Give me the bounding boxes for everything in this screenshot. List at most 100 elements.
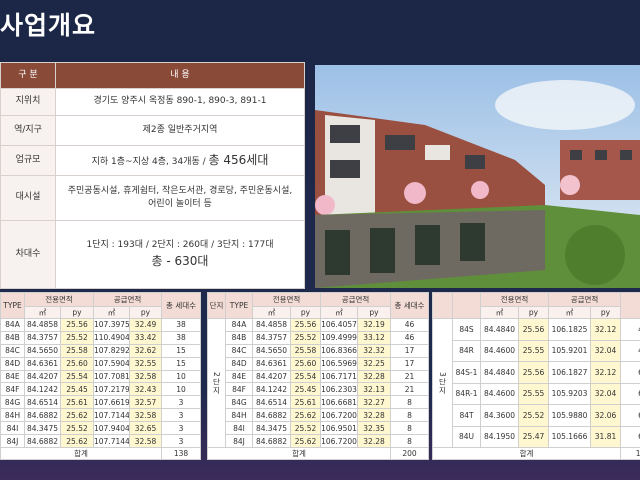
header-cell [432, 292, 453, 319]
data-cell: 106.1827 [548, 361, 592, 384]
data-cell: 84.1242 [24, 382, 61, 397]
header-cell: 공급면적 [548, 292, 622, 307]
data-cell: 84S-1 [452, 361, 481, 384]
data-cell: 84.4600 [480, 382, 519, 405]
data-cell: 46 [390, 330, 430, 345]
data-cell: 15 [161, 343, 202, 358]
data-cell: 32.12 [590, 318, 622, 341]
unit-cell: py [517, 306, 550, 319]
data-cell: 84.6882 [24, 408, 61, 423]
data-cell: 25.56 [517, 318, 550, 341]
data-cell: 6 [620, 361, 640, 384]
data-cell: 84H [225, 408, 253, 423]
data-row: 84E 84.4207 25.54 106.7171 32.28 21 [208, 369, 430, 384]
header-cell: 총 세대수 [161, 292, 202, 319]
data-cell: 84.4840 [480, 318, 519, 341]
data-row: 84J 84.6882 25.62 107.7144 32.58 3 [0, 434, 202, 448]
data-cell: 6 [620, 404, 640, 427]
data-cell: 105.9880 [548, 404, 592, 427]
data-cell: 32.58 [129, 408, 163, 423]
data-cell: 4 [620, 318, 640, 341]
data-cell: 84D [0, 356, 25, 371]
header-cell: 전용면적 [251, 292, 322, 307]
total-label: 합계 [206, 447, 392, 460]
unit-cell: py [129, 306, 163, 319]
row-label: 역/지구 [0, 115, 56, 146]
data-cell: 84.4858 [252, 318, 291, 332]
data-cell: 84E [0, 369, 25, 384]
complex-label: 2단지 [207, 318, 226, 448]
data-cell: 3 [161, 395, 202, 410]
total-label: 합계 [431, 447, 622, 460]
data-cell: 32.13 [357, 382, 392, 397]
data-cell: 38 [161, 330, 202, 345]
data-cell: 84J [0, 434, 25, 448]
data-row: 84H 84.6882 25.62 107.7144 32.58 3 [0, 408, 202, 423]
data-cell: 107.7081 [93, 369, 131, 384]
unit-cell: py [357, 306, 392, 319]
data-cell: 32.55 [129, 356, 163, 371]
data-cell: 32.58 [129, 434, 163, 448]
unit-cell: ㎡ [93, 306, 131, 319]
data-cell: 84B [0, 330, 25, 345]
header-row: 단지 TYPE 전용면적 공급면적 총 세대수 [207, 292, 430, 319]
content-text: 어린이 놀이터 등 [148, 199, 212, 209]
data-cell: 32.25 [357, 356, 392, 371]
content-line: 경기도 양주시 옥정동 890-1, 890-3, 891-1 [59, 95, 301, 109]
data-cell: 25.56 [289, 318, 322, 332]
data-cell: 107.7144 [93, 408, 131, 423]
unit-cell: ㎡ [24, 306, 61, 319]
data-cell: 46 [390, 318, 430, 332]
row-label: 지위치 [0, 88, 56, 116]
data-cell: 6 [620, 425, 640, 448]
data-cell: 32.06 [590, 404, 622, 427]
total-row: 합계11 [431, 447, 640, 460]
data-cell: 109.4999 [320, 330, 359, 345]
unit-row: ㎡ py ㎡ py [208, 306, 429, 319]
row-label: 차대수 [0, 220, 56, 289]
data-row: 84D 84.6361 25.60 106.5969 32.25 17 [208, 356, 430, 371]
data-cell: 107.9404 [93, 421, 131, 436]
data-cell: 32.58 [129, 369, 163, 384]
total-row: 합계 200 [206, 447, 430, 460]
total-value: 138 [161, 447, 202, 460]
data-cell: 25.55 [517, 382, 550, 405]
unit-cell: py [289, 306, 322, 319]
data-cell: 21 [390, 382, 430, 397]
content-text: 경기도 양주시 옥정동 890-1, 890-3, 891-1 [93, 96, 267, 107]
data-cell: 84.1950 [480, 425, 519, 448]
complex-table: TYPE 전용면적 공급면적 총 세대수 ㎡ py ㎡ py 84A 84.4858 25.56 10… [0, 292, 202, 460]
data-row: 84I 84.3475 25.52 106.9501 32.35 8 [208, 421, 430, 436]
data-cell: 32.65 [129, 421, 163, 436]
data-cell: 25.60 [289, 356, 322, 371]
site-photo [315, 65, 640, 288]
data-cell: 84.6361 [24, 356, 61, 371]
data-cell: 84G [225, 395, 253, 410]
overview-row: 지위치 경기도 양주시 옥정동 890-1, 890-3, 891-1 [0, 88, 305, 116]
data-cell: 25.45 [289, 382, 322, 397]
unit-cell: py [59, 306, 95, 319]
data-cell: 8 [390, 421, 430, 436]
data-cell: 25.52 [517, 404, 550, 427]
data-cell: 84C [0, 343, 25, 358]
data-cell: 32.32 [357, 343, 392, 358]
data-cell: 84.6514 [252, 395, 291, 410]
content-text: 1단지 : 193대 / 2단지 : 260대 / 3단지 : 177대 [86, 239, 274, 250]
data-cell: 84.3757 [24, 330, 61, 345]
data-cell: 84B [225, 330, 253, 345]
data-cell: 21 [390, 369, 430, 384]
data-row: 84F 84.1242 25.45 107.2179 32.43 10 [0, 382, 202, 397]
data-cell: 84.4207 [24, 369, 61, 384]
data-cell: 84J [225, 434, 253, 448]
complex-label: 3단지 [432, 318, 453, 448]
total-value: 200 [390, 447, 430, 460]
data-cell: 32.43 [129, 382, 163, 397]
data-cell: 31.81 [590, 425, 622, 448]
data-cell: 17 [390, 343, 430, 358]
header-cell: TYPE [225, 292, 253, 319]
data-cell: 84F [0, 382, 25, 397]
data-row: 84D 84.6361 25.60 107.5904 32.55 15 [0, 356, 202, 371]
